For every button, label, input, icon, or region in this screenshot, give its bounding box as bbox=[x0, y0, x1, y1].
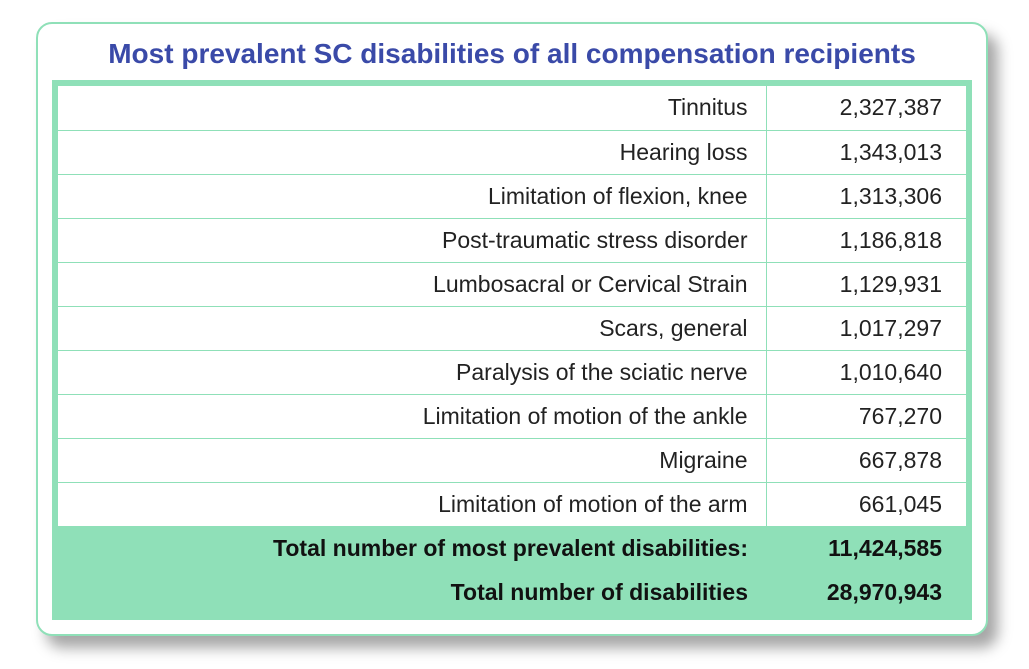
disability-label: Hearing loss bbox=[58, 130, 766, 174]
table-row: Tinnitus 2,327,387 bbox=[58, 86, 966, 130]
disability-value: 667,878 bbox=[766, 438, 966, 482]
disability-value: 1,186,818 bbox=[766, 218, 966, 262]
table-row: Hearing loss 1,343,013 bbox=[58, 130, 966, 174]
disability-value: 1,343,013 bbox=[766, 130, 966, 174]
disability-value: 1,129,931 bbox=[766, 262, 966, 306]
disability-value: 661,045 bbox=[766, 482, 966, 526]
table-row: Post-traumatic stress disorder 1,186,818 bbox=[58, 218, 966, 262]
disability-label: Tinnitus bbox=[58, 86, 766, 130]
total-value: 11,424,585 bbox=[766, 526, 966, 570]
total-label: Total number of disabilities bbox=[58, 570, 766, 614]
disability-value: 2,327,387 bbox=[766, 86, 966, 130]
disability-label: Limitation of motion of the arm bbox=[58, 482, 766, 526]
card-title: Most prevalent SC disabilities of all co… bbox=[38, 24, 986, 80]
disability-value: 767,270 bbox=[766, 394, 966, 438]
total-row: Total number of most prevalent disabilit… bbox=[58, 526, 966, 570]
disability-value: 1,010,640 bbox=[766, 350, 966, 394]
table-row: Limitation of motion of the arm 661,045 bbox=[58, 482, 966, 526]
disabilities-card: Most prevalent SC disabilities of all co… bbox=[36, 22, 988, 636]
disabilities-table: Tinnitus 2,327,387 Hearing loss 1,343,01… bbox=[58, 86, 966, 614]
disability-label: Migraine bbox=[58, 438, 766, 482]
table-row: Limitation of flexion, knee 1,313,306 bbox=[58, 174, 966, 218]
disability-value: 1,313,306 bbox=[766, 174, 966, 218]
table-row: Lumbosacral or Cervical Strain 1,129,931 bbox=[58, 262, 966, 306]
total-label: Total number of most prevalent disabilit… bbox=[58, 526, 766, 570]
disability-label: Post-traumatic stress disorder bbox=[58, 218, 766, 262]
disability-label: Limitation of motion of the ankle bbox=[58, 394, 766, 438]
table-body: Tinnitus 2,327,387 Hearing loss 1,343,01… bbox=[58, 86, 966, 614]
total-value: 28,970,943 bbox=[766, 570, 966, 614]
table-wrap: Tinnitus 2,327,387 Hearing loss 1,343,01… bbox=[52, 80, 972, 620]
disability-label: Limitation of flexion, knee bbox=[58, 174, 766, 218]
table-row: Scars, general 1,017,297 bbox=[58, 306, 966, 350]
disability-label: Paralysis of the sciatic nerve bbox=[58, 350, 766, 394]
table-row: Limitation of motion of the ankle 767,27… bbox=[58, 394, 966, 438]
disability-value: 1,017,297 bbox=[766, 306, 966, 350]
disability-label: Lumbosacral or Cervical Strain bbox=[58, 262, 766, 306]
total-row: Total number of disabilities 28,970,943 bbox=[58, 570, 966, 614]
table-row: Paralysis of the sciatic nerve 1,010,640 bbox=[58, 350, 966, 394]
disability-label: Scars, general bbox=[58, 306, 766, 350]
table-row: Migraine 667,878 bbox=[58, 438, 966, 482]
